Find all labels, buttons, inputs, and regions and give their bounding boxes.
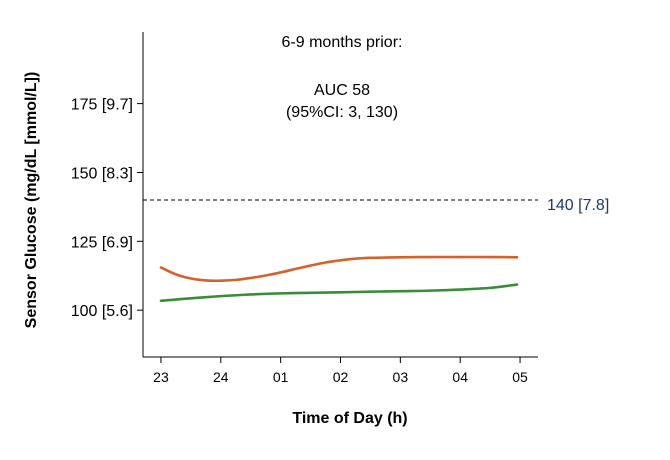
x-axis-ticks: 23 24 01 02 03 04 05 [153, 357, 528, 385]
x-axis-title: Time of Day (h) [292, 410, 407, 427]
y-tick-label: 125 [6.9] [71, 234, 133, 251]
plot-area [159, 255, 519, 303]
y-tick-label: 100 [5.6] [71, 303, 133, 320]
y-tick-label: 150 [8.3] [71, 165, 133, 182]
y-axis-ticks: 100 [5.6] 125 [6.9] 150 [8.3] 175 [9.7] [71, 97, 143, 320]
x-tick-label: 04 [452, 369, 468, 385]
y-tick-label: 175 [9.7] [71, 97, 133, 114]
series-line-1 [159, 255, 519, 283]
x-tick-label: 02 [333, 369, 349, 385]
annotation-ci: (95%CI: 3, 130) [286, 104, 398, 121]
annotation-period: 6-9 months prior: [282, 34, 403, 51]
reference-line-label: 140 [7.8] [547, 197, 609, 214]
x-tick-label: 01 [273, 369, 289, 385]
x-tick-label: 24 [213, 369, 229, 385]
x-tick-label: 05 [512, 369, 528, 385]
x-tick-label: 03 [393, 369, 409, 385]
x-tick-label: 23 [153, 369, 169, 385]
annotation-auc: AUC 58 [314, 82, 370, 99]
y-axis-title: Sensor Glucose (mg/dL [mmol/L]) [23, 72, 40, 329]
series-line-2 [159, 283, 519, 303]
